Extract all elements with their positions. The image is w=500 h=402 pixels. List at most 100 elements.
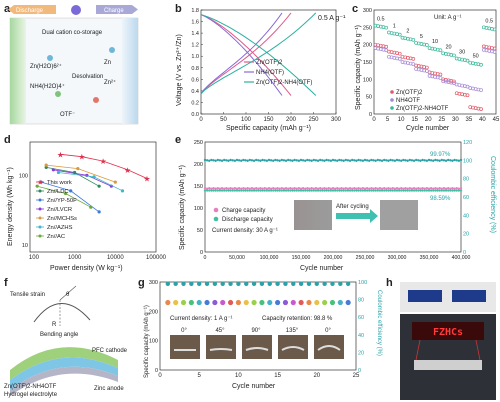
- ce-point: [451, 159, 454, 162]
- rate-label: 5: [420, 34, 423, 40]
- charge-point: [312, 187, 315, 190]
- charge-point: [250, 187, 254, 190]
- data-point: [51, 168, 55, 172]
- rate-label: 30: [459, 50, 465, 56]
- ce-point: [353, 159, 356, 162]
- x-tick-label: 20: [425, 117, 432, 123]
- y-tick-label: 150: [363, 60, 372, 66]
- capacity-point: [243, 299, 249, 306]
- rate-label: 0.5: [485, 18, 493, 24]
- charge-point: [242, 187, 245, 190]
- charge-point: [218, 187, 222, 190]
- data-point: [44, 165, 48, 169]
- data-point: [425, 43, 429, 47]
- discharge-arrow: [14, 5, 56, 14]
- discharge-point: [278, 189, 281, 192]
- x-tick-label: 25: [353, 373, 360, 379]
- zinc-anode-label: Zinc anode: [94, 386, 124, 392]
- x-tick-label: 350,000: [420, 255, 439, 261]
- x-tick-label: 5: [386, 117, 390, 123]
- charge-point: [344, 187, 347, 190]
- ce-point: [417, 159, 420, 162]
- discharge-point: [393, 189, 397, 192]
- x-tick-label: 15: [411, 117, 418, 123]
- x-tick-label: 100: [29, 255, 40, 261]
- chart-b-rate: 0.5 A g⁻¹: [318, 15, 346, 22]
- charge-point: [432, 187, 435, 190]
- ce-point: [242, 158, 245, 162]
- y-tick-label: 150: [194, 184, 203, 190]
- discharge-point: [216, 189, 219, 192]
- photo-angle-label: 0°: [325, 328, 331, 334]
- charge-label: Charge: [104, 8, 124, 14]
- discharge-point: [252, 189, 256, 192]
- ce-point: [295, 159, 298, 162]
- charge-point: [293, 187, 296, 190]
- charge-point: [402, 187, 405, 190]
- capacity-point: [337, 299, 343, 306]
- charge-point: [449, 187, 452, 190]
- chart-g-xlabel: Cycle number: [232, 383, 276, 390]
- discharge-point: [220, 189, 224, 192]
- series-line: [200, 14, 317, 96]
- y-tick-label: 250: [194, 140, 203, 146]
- charge-point: [363, 187, 367, 190]
- data-point: [64, 191, 68, 196]
- photo-angle-label: 45°: [215, 328, 225, 334]
- x-tick-label: 200: [286, 117, 297, 123]
- data-point: [492, 50, 497, 54]
- charge-point: [457, 187, 461, 190]
- discharge-point: [340, 189, 343, 192]
- discharge-point: [259, 189, 262, 192]
- discharge-point: [291, 189, 294, 192]
- discharge-point: [287, 189, 290, 192]
- charge-point: [255, 187, 258, 190]
- ce-point: [289, 159, 292, 162]
- panel-g-letter: g: [138, 277, 145, 289]
- legend-marker: [38, 234, 42, 238]
- ce-point: [357, 158, 360, 162]
- panel-b-letter: b: [175, 3, 182, 15]
- charge-point: [370, 187, 373, 190]
- discharge-point: [265, 189, 269, 192]
- ce-point: [372, 159, 375, 162]
- ce-point: [376, 158, 379, 162]
- legend-charge-marker: [213, 207, 219, 213]
- x-tick-label: 150: [263, 117, 274, 123]
- ce-point: [267, 158, 271, 162]
- capacity-point: [322, 299, 328, 306]
- data-point: [479, 107, 483, 111]
- data-point: [397, 32, 402, 37]
- charge-point: [216, 187, 219, 190]
- chart-e-current: Current density: 30 A g⁻¹: [212, 228, 278, 234]
- ce-point: [236, 281, 241, 286]
- legend-marker: [390, 98, 394, 102]
- charge-point: [246, 187, 249, 190]
- series-line: [200, 12, 292, 95]
- y-tick-label: 200: [149, 309, 158, 315]
- ce-point: [275, 281, 280, 286]
- charge-point: [444, 187, 448, 190]
- ce-point: [165, 281, 171, 286]
- ce-point: [225, 159, 228, 162]
- legend-marker: ★: [37, 179, 43, 187]
- charge-point: [440, 187, 443, 190]
- capacity-point: [329, 299, 336, 306]
- capacity-point: [298, 299, 304, 306]
- chart-e-plot: 0 50,000 100,000 150,000 200,000 250,000 300,0…: [194, 140, 472, 261]
- ce-point: [298, 281, 304, 286]
- charge-point: [351, 187, 354, 190]
- charge-point: [412, 187, 416, 190]
- capacity-point: [251, 299, 257, 306]
- discharge-point: [438, 189, 441, 192]
- discharge-point: [378, 189, 382, 192]
- x-tick-label: 10000: [107, 255, 124, 261]
- data-point: [97, 184, 101, 188]
- charge-point: [319, 187, 322, 190]
- charge-point: [214, 187, 217, 190]
- chart-b-plot: 0 50 100 150 200 250 300 0.0 0.2 0.4 0.6 0.8 1.0 1.2 1…: [191, 8, 341, 123]
- ce-point: [342, 159, 345, 162]
- charge-point: [327, 187, 330, 190]
- y-tick-label: 1.0: [191, 54, 199, 60]
- ce-point: [197, 281, 202, 286]
